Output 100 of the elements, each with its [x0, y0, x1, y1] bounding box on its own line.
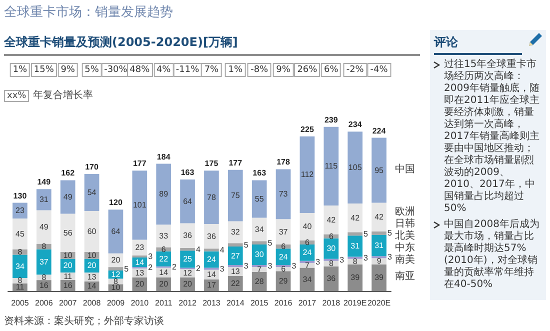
data-label: 4: [196, 244, 201, 254]
bar: [348, 236, 363, 257]
bar: [228, 221, 243, 244]
x-tick-label: 2015: [250, 298, 269, 308]
data-label: 73: [278, 190, 288, 199]
data-label: 3: [340, 255, 345, 264]
total-label: 163: [252, 168, 267, 178]
total-label: 175: [204, 159, 219, 168]
bar: [180, 223, 195, 248]
bar: [108, 267, 124, 270]
text: 7%: [201, 63, 222, 77]
data-label: 8: [18, 276, 23, 286]
data-label: 23: [135, 243, 145, 252]
data-label: 37: [39, 257, 49, 266]
bar: [276, 219, 291, 244]
data-label: 32: [230, 228, 240, 237]
text: 9%: [58, 63, 78, 77]
x-tick-label: 2019E: [344, 298, 367, 308]
x-tick-label: 2014: [226, 298, 245, 308]
data-label: 20: [135, 280, 145, 289]
data-label: 2: [172, 262, 178, 272]
text: 5%: [82, 63, 102, 77]
bar: [36, 249, 52, 275]
data-label: 31: [39, 195, 49, 204]
data-label: 5: [244, 240, 249, 250]
data-label: 6: [161, 244, 166, 254]
data-label: 2: [196, 264, 201, 273]
data-label: 3: [268, 262, 273, 271]
text: 评论: [434, 34, 522, 55]
data-label: 6: [328, 232, 334, 241]
data-label: 7: [304, 260, 310, 270]
data-label: 16: [63, 281, 73, 290]
bar: [252, 241, 267, 244]
bar: [348, 264, 363, 291]
x-tick-label: 2005: [11, 298, 30, 308]
data-label: 3: [148, 252, 154, 261]
bar: [324, 206, 339, 234]
bar: [300, 136, 315, 214]
total-label: 130: [13, 191, 28, 200]
data-label: 12: [111, 270, 121, 280]
text: 1%: [10, 63, 30, 77]
data-label: 14: [87, 282, 97, 291]
total-label: 178: [276, 158, 290, 167]
data-label: 89: [159, 190, 169, 199]
text: 26%: [294, 63, 320, 77]
x-tick-label: 2012: [178, 298, 197, 308]
bar: [204, 170, 219, 224]
text: xx%: [4, 90, 30, 102]
data-label: 8: [352, 257, 358, 266]
data-label: 17: [207, 280, 216, 290]
total-label: 177: [132, 159, 147, 168]
bar: [372, 231, 386, 235]
data-label: 10: [87, 250, 97, 260]
data-label: 6: [281, 264, 286, 274]
text: -2%: [343, 63, 367, 77]
data-label: 7: [257, 264, 262, 274]
data-label: 20: [183, 280, 193, 289]
chart-title: 全球重卡市场：销量发展趋势: [4, 4, 173, 21]
data-label: 37: [278, 227, 288, 236]
total-label: 234: [348, 120, 362, 130]
series-label: 中国: [395, 162, 416, 175]
x-tick-label: 2008: [82, 298, 102, 308]
bar: [252, 218, 267, 242]
text: 6%: [321, 63, 342, 77]
total-label: 162: [61, 168, 76, 178]
bar: [156, 224, 172, 248]
data-label: 49: [63, 192, 73, 202]
data-label: 13: [230, 267, 240, 276]
data-label: 75: [230, 191, 240, 200]
text: 4%: [153, 63, 174, 77]
data-label: 95: [374, 166, 384, 175]
bar: [60, 180, 76, 214]
data-label: 45: [16, 229, 25, 238]
series-label: 北美: [395, 230, 416, 242]
text: 15%: [30, 63, 57, 77]
x-tick-label: 2017: [298, 298, 317, 308]
data-label: 31: [374, 241, 384, 250]
data-label: 12: [183, 268, 193, 278]
total-label: 239: [324, 115, 338, 124]
total-label: 163: [180, 168, 195, 178]
data-label: 5: [364, 229, 369, 238]
text: 过往15年全球重卡市场经历两次高峰：2009年销量触底，随即在2011年应全球主要经济体刺激，销量达到第一次高峰，2017年销量高峰则主要由中国地区推动；在全球市场销量剧烈波动的2009、2010、2017年，中国销量占比均超过50%: [444, 59, 540, 214]
data-label: 34: [16, 262, 25, 271]
total-label: 120: [109, 198, 123, 208]
bar: [372, 234, 386, 256]
series-label: 中东: [395, 242, 416, 254]
data-label: 20: [63, 261, 73, 270]
data-label: 30: [254, 250, 264, 260]
data-label: 24: [207, 255, 216, 264]
chart-subtitle: 全球重卡销量及预测(2005-2020E)[万辆]: [4, 34, 420, 56]
data-label: 36: [326, 274, 336, 284]
total-label: 177: [228, 158, 243, 168]
text: 年复合增长率: [33, 90, 94, 101]
total-label: 225: [300, 124, 314, 134]
data-label: 60: [87, 226, 97, 236]
bar: [372, 202, 386, 232]
text: 资料来源：案头研究；外部专家访谈: [4, 314, 164, 328]
x-tick-label: 2009: [106, 298, 126, 308]
x-tick-label: 2013: [202, 298, 221, 308]
series-label: 南美: [395, 254, 416, 266]
